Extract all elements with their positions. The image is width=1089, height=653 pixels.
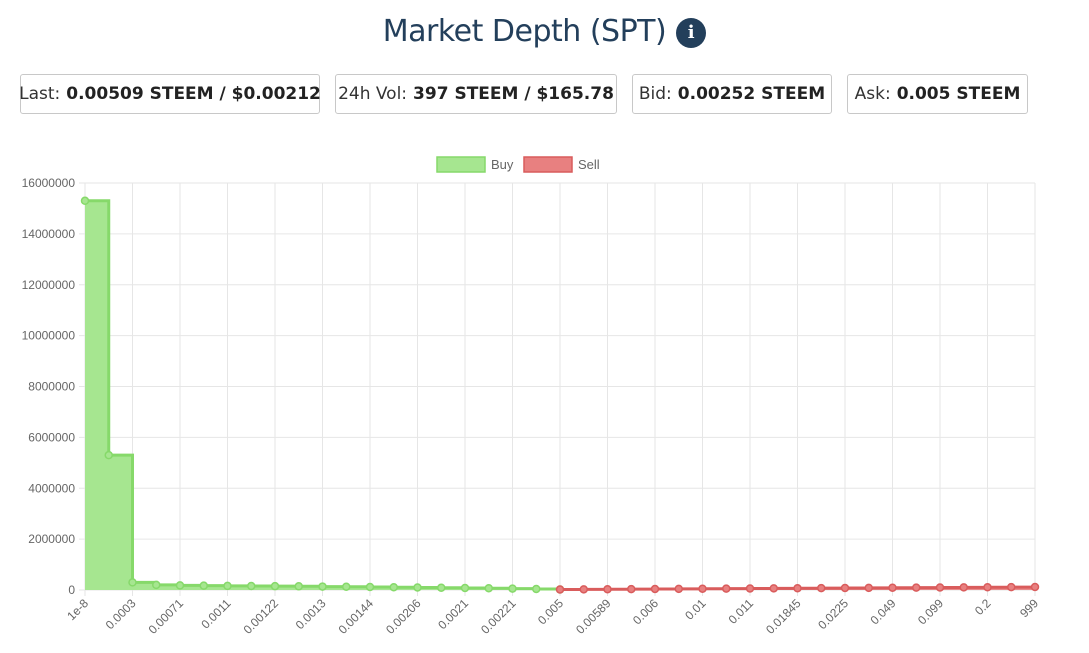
buy-point [484,583,493,593]
x-tick-label: 999 [1017,596,1041,620]
x-tick-label: 1e-8 [64,596,91,623]
sell-point [1007,582,1016,592]
x-tick-label: 0.0021 [435,596,471,632]
sell-point [555,585,565,594]
buy-point [80,196,90,206]
y-tick-label: 0 [68,583,75,597]
y-tick-label: 2000000 [28,532,75,546]
sell-point [935,583,945,592]
sell-legend-label[interactable]: Sell [578,157,600,172]
y-tick-label: 6000000 [28,430,75,444]
stat-ask-label: Ask: [854,84,891,104]
x-tick-label: 0.0225 [815,596,851,632]
sell-point [769,584,778,593]
buy-point [175,581,185,590]
x-tick-label: 0.005 [535,596,566,627]
stat-last-label: Last: [19,84,61,104]
x-tick-label: 0.0013 [293,596,329,632]
sell-point [864,583,873,593]
stat-ask-value: 0.005 STEEM [896,84,1021,104]
buy-point [532,584,541,594]
sell-point [840,583,850,593]
buy-point [152,580,161,590]
page-title: Market Depth (SPT) [382,14,667,49]
sell-point [793,583,802,593]
x-tick-label: 0.01 [682,596,709,623]
stat-vol-value: 397 STEEM / $165.78 [413,84,614,104]
info-icon[interactable]: i [676,17,707,48]
buy-point [413,583,422,592]
buy-point [342,582,351,591]
sell-point [959,583,968,592]
y-tick-label: 12000000 [22,278,76,292]
sell-point [603,584,612,594]
stat-bid-value: 0.00252 STEEM [677,84,826,104]
sell-point [817,583,826,593]
buy-point [460,583,470,593]
buy-point [247,581,256,591]
x-tick-label: 0.099 [915,596,946,627]
sell-point [912,583,921,592]
x-tick-label: 0.00144 [336,596,377,637]
buy-point [389,582,398,592]
x-tick-label: 0.0011 [198,596,233,631]
buy-point [294,582,303,591]
x-tick-label: 0.01845 [763,596,804,637]
sell-legend-swatch[interactable] [523,156,573,173]
stat-24h-volume: 24h Vol: 397 STEEM / $165.78 [335,74,617,114]
sell-point [888,583,897,592]
sell-point [579,585,588,594]
x-tick-label: 0.011 [726,596,757,627]
chart-series [80,196,1040,594]
sell-point [1030,582,1040,592]
sell-point [650,584,660,594]
sell-point [674,584,683,594]
stat-last: Last: 0.00509 STEEM / $0.00212 [19,74,321,114]
y-tick-label: 10000000 [22,329,76,343]
buy-point [199,581,208,590]
stat-bid-label: Bid: [638,84,672,104]
y-tick-label: 16000000 [22,176,76,190]
buy-point [104,450,113,460]
buy-point [365,582,375,592]
sell-point [983,582,992,592]
sell-point [698,584,707,593]
y-tick-label: 8000000 [28,380,75,394]
x-tick-label: 0.2 [972,596,994,618]
stat-ask: Ask: 0.005 STEEM [847,74,1028,114]
x-tick-label: 0.00071 [146,596,187,637]
buy-point [318,582,327,591]
buy-point [437,583,446,592]
y-tick-label: 14000000 [22,227,76,241]
x-tick-label: 0.00122 [241,596,282,637]
x-tick-label: 0.006 [630,596,661,627]
buy-legend-label[interactable]: Buy [491,157,514,172]
buy-point [128,578,137,587]
buy-point [223,581,232,591]
x-tick-label: 0.00589 [573,596,614,637]
chart-axes: 0 2000000 4000000 6000000 8000000 10000000 120… [22,176,1042,637]
x-tick-label: 0.00206 [383,596,424,637]
buy-legend-swatch[interactable] [436,156,486,173]
chart-legend: Buy Sell [436,156,600,173]
stat-vol-label: 24h Vol: [338,84,408,104]
stat-bid: Bid: 0.00252 STEEM [632,74,832,114]
y-tick-label: 4000000 [28,481,75,495]
sell-point [627,584,636,594]
x-tick-label: 0.0003 [103,596,139,632]
title-row: Market Depth (SPT) i [0,14,1089,49]
sell-point [745,584,755,593]
buy-point [508,584,517,593]
x-tick-label: 0.00221 [478,596,519,637]
sell-point [722,584,731,593]
stat-last-value: 0.00509 STEEM / $0.00212 [66,84,321,104]
chart-grid [79,182,1036,596]
x-tick-label: 0.049 [867,596,898,627]
buy-point [270,581,280,591]
